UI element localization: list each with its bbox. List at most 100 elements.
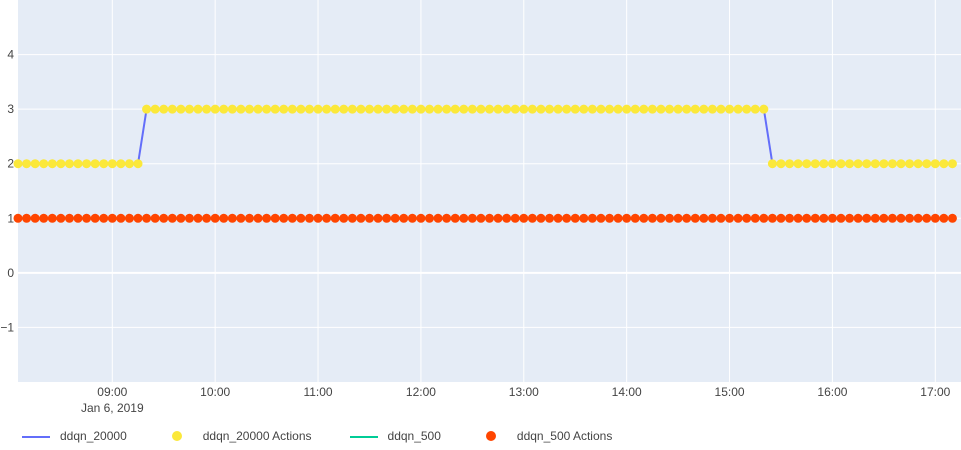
marker-ddqn_500 — [270, 213, 280, 223]
marker-ddqn_20000 — [373, 104, 383, 114]
marker-ddqn_20000 — [947, 159, 957, 169]
marker-ddqn_500 — [227, 213, 237, 223]
marker-ddqn_500 — [73, 213, 83, 223]
marker-ddqn_500 — [502, 213, 512, 223]
marker-ddqn_500 — [913, 213, 923, 223]
marker-ddqn_20000 — [442, 104, 452, 114]
marker-ddqn_500 — [510, 213, 520, 223]
y-tick-label: 2 — [7, 157, 14, 171]
marker-ddqn_20000 — [870, 159, 880, 169]
marker-ddqn_20000 — [930, 159, 940, 169]
marker-ddqn_500 — [416, 213, 426, 223]
marker-ddqn_20000 — [922, 159, 932, 169]
marker-ddqn_20000 — [47, 159, 57, 169]
marker-ddqn_20000 — [819, 159, 829, 169]
marker-ddqn_500 — [150, 213, 160, 223]
marker-ddqn_20000 — [90, 159, 100, 169]
marker-ddqn_500 — [570, 213, 580, 223]
marker-ddqn_20000 — [433, 104, 443, 114]
marker-ddqn_500 — [827, 213, 837, 223]
marker-ddqn_20000 — [853, 159, 863, 169]
x-tick-sublabel: Jan 6, 2019 — [81, 401, 144, 415]
marker-ddqn_500 — [99, 213, 109, 223]
marker-ddqn_500 — [716, 213, 726, 223]
marker-ddqn_20000 — [459, 104, 469, 114]
marker-ddqn_20000 — [879, 159, 889, 169]
marker-ddqn_20000 — [193, 104, 203, 114]
marker-ddqn_20000 — [236, 104, 246, 114]
marker-ddqn_20000 — [133, 159, 143, 169]
marker-ddqn_500 — [647, 213, 657, 223]
marker-ddqn_20000 — [810, 159, 820, 169]
marker-ddqn_500 — [493, 213, 503, 223]
legend-line-swatch-icon — [20, 429, 52, 443]
legend-item-ddqn-500-actions[interactable]: ddqn_500 Actions — [477, 429, 612, 443]
marker-ddqn_500 — [767, 213, 777, 223]
marker-ddqn_500 — [262, 213, 272, 223]
marker-ddqn_500 — [596, 213, 606, 223]
marker-ddqn_20000 — [390, 104, 400, 114]
marker-ddqn_500 — [407, 213, 417, 223]
x-tick-label: 17:00 — [920, 385, 950, 399]
legend-marker-swatch-icon — [477, 429, 509, 443]
marker-ddqn_20000 — [253, 104, 263, 114]
series-ddqn_500 — [13, 213, 957, 223]
marker-ddqn_20000 — [682, 104, 692, 114]
marker-ddqn_20000 — [364, 104, 374, 114]
marker-ddqn_500 — [639, 213, 649, 223]
y-tick-label: −1 — [0, 320, 14, 334]
marker-ddqn_20000 — [322, 104, 332, 114]
marker-ddqn_20000 — [725, 104, 735, 114]
marker-ddqn_20000 — [587, 104, 597, 114]
marker-ddqn_20000 — [622, 104, 632, 114]
marker-ddqn_500 — [810, 213, 820, 223]
marker-ddqn_20000 — [493, 104, 503, 114]
marker-ddqn_500 — [759, 213, 769, 223]
marker-ddqn_20000 — [296, 104, 306, 114]
marker-ddqn_500 — [939, 213, 949, 223]
marker-ddqn_20000 — [287, 104, 297, 114]
marker-ddqn_20000 — [22, 159, 32, 169]
marker-ddqn_500 — [399, 213, 409, 223]
marker-ddqn_500 — [356, 213, 366, 223]
marker-ddqn_500 — [536, 213, 546, 223]
marker-ddqn_500 — [896, 213, 906, 223]
y-tick-label: 3 — [7, 102, 14, 116]
marker-ddqn_500 — [476, 213, 486, 223]
x-tick-label: 09:00 — [97, 385, 127, 399]
marker-ddqn_20000 — [467, 104, 477, 114]
legend-item-ddqn-20000[interactable]: ddqn_20000 — [20, 429, 127, 443]
x-tick-label: 10:00 — [200, 385, 230, 399]
marker-ddqn_500 — [236, 213, 246, 223]
marker-ddqn_20000 — [485, 104, 494, 114]
marker-ddqn_20000 — [767, 159, 777, 169]
marker-ddqn_20000 — [699, 104, 709, 114]
marker-ddqn_500 — [124, 213, 134, 223]
marker-ddqn_20000 — [64, 159, 74, 169]
marker-ddqn_20000 — [356, 104, 366, 114]
marker-ddqn_500 — [159, 213, 169, 223]
marker-ddqn_20000 — [579, 104, 589, 114]
marker-ddqn_20000 — [219, 104, 229, 114]
marker-ddqn_500 — [845, 213, 855, 223]
marker-ddqn_20000 — [887, 159, 897, 169]
marker-ddqn_20000 — [776, 159, 786, 169]
marker-ddqn_500 — [30, 213, 40, 223]
marker-ddqn_500 — [690, 213, 700, 223]
legend-item-ddqn-20000-actions[interactable]: ddqn_20000 Actions — [163, 429, 312, 443]
marker-ddqn_500 — [107, 213, 117, 223]
legend-item-ddqn-500[interactable]: ddqn_500 — [348, 429, 441, 443]
marker-ddqn_500 — [210, 213, 220, 223]
x-tick-label: 12:00 — [406, 385, 436, 399]
marker-ddqn_500 — [202, 213, 212, 223]
marker-ddqn_20000 — [596, 104, 606, 114]
marker-ddqn_500 — [296, 213, 306, 223]
marker-ddqn_500 — [390, 213, 400, 223]
marker-ddqn_500 — [750, 213, 760, 223]
marker-ddqn_20000 — [202, 104, 212, 114]
marker-ddqn_20000 — [382, 104, 392, 114]
marker-ddqn_500 — [879, 213, 889, 223]
marker-ddqn_20000 — [519, 104, 529, 114]
marker-ddqn_20000 — [673, 104, 683, 114]
marker-ddqn_20000 — [227, 104, 237, 114]
